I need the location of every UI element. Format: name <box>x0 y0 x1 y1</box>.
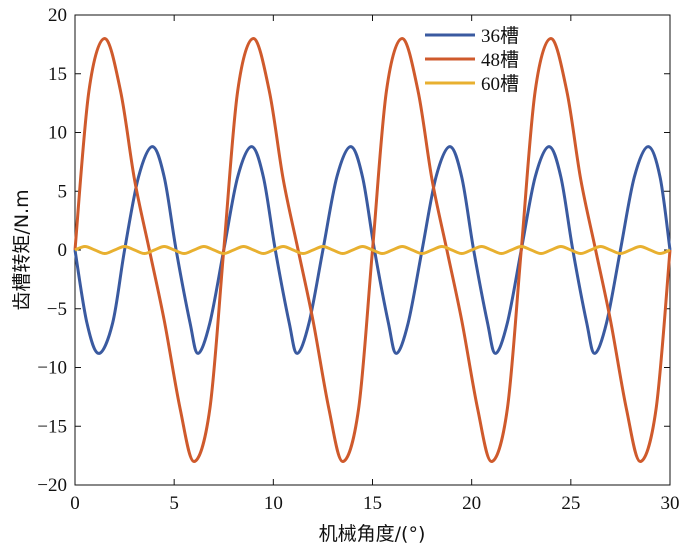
y-tick-label: 0 <box>58 240 68 261</box>
x-tick-label: 5 <box>169 493 179 514</box>
y-tick-label: −10 <box>37 358 67 379</box>
y-tick-label: 15 <box>48 64 67 85</box>
y-tick-label: 5 <box>58 181 68 202</box>
x-tick-label: 20 <box>462 493 481 514</box>
x-tick-label: 30 <box>661 493 680 514</box>
y-tick-label: 20 <box>48 5 67 26</box>
x-tick-label: 25 <box>561 493 580 514</box>
x-tick-label: 15 <box>363 493 382 514</box>
y-tick-label: −5 <box>47 299 67 320</box>
axis-ticks: 0 5 10 15 20 25 30 20 15 10 5 0 −5 −10 −15 −20 <box>37 5 679 514</box>
y-axis-label: 齿槽转矩/N.m <box>11 189 33 310</box>
x-tick-label: 10 <box>264 493 283 514</box>
legend-label: 36槽 <box>481 25 519 47</box>
series-line-3 <box>74 244 671 256</box>
x-axis-label: 机械角度/(°) <box>319 523 426 545</box>
y-tick-label: 10 <box>48 123 67 144</box>
y-tick-label: −20 <box>37 475 67 496</box>
legend-label: 48槽 <box>481 49 519 71</box>
series-layer <box>73 37 672 463</box>
x-tick-label: 0 <box>70 493 80 514</box>
legend-label: 60槽 <box>481 73 519 95</box>
y-tick-label: −15 <box>37 416 67 437</box>
